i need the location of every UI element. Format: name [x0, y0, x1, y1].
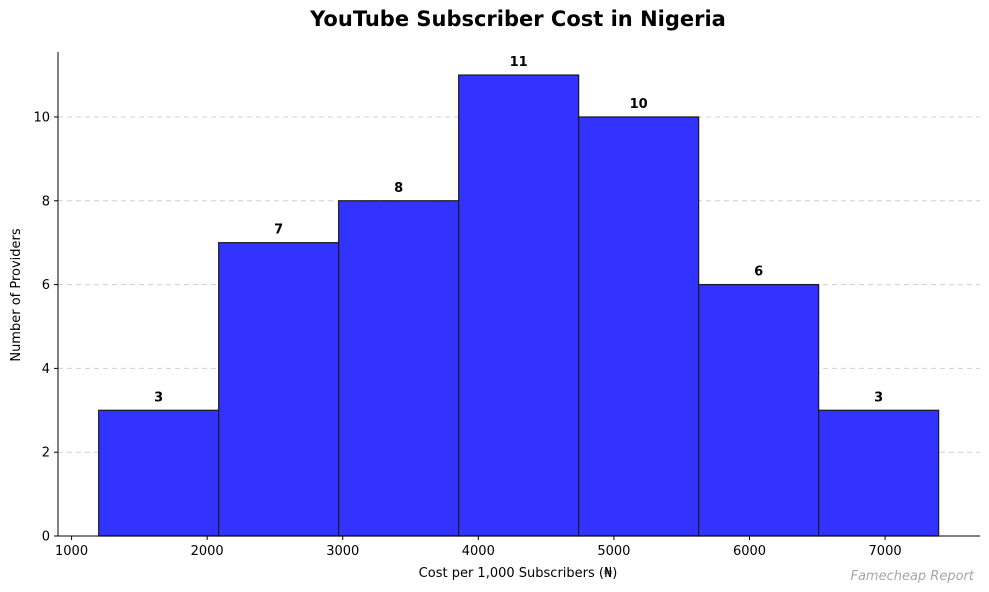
histogram-bar: [698, 283, 820, 537]
bar-value-label: 3: [874, 390, 883, 405]
x-tick-label: 5000: [597, 544, 630, 559]
chart-title: YouTube Subscriber Cost in Nigeria: [309, 7, 726, 31]
x-tick-label: 1000: [55, 544, 88, 559]
axes: [57, 52, 980, 537]
histogram-bar: [818, 409, 940, 537]
x-tick-label: 2000: [191, 544, 224, 559]
y-tick-label: 10: [33, 110, 50, 125]
y-tick-label: 6: [42, 278, 50, 293]
x-tick-label: 3000: [326, 544, 359, 559]
x-axis-ticks: 1000 2000 3000 4000 5000 6000 7000: [55, 536, 902, 559]
histogram-bar: [218, 242, 340, 537]
y-tick-label: 0: [42, 530, 50, 545]
y-axis-label: Number of Providers: [9, 228, 24, 362]
histogram-bar: [578, 116, 700, 537]
x-tick-label: 6000: [733, 544, 766, 559]
x-axis-label: Cost per 1,000 Subscribers (₦): [419, 566, 618, 581]
x-tick-label: 4000: [462, 544, 495, 559]
histogram-bar: [458, 74, 580, 537]
x-tick-label: 7000: [869, 544, 902, 559]
bar-value-label: 8: [394, 181, 403, 196]
y-tick-label: 8: [42, 194, 50, 209]
bar-value-label: 3: [154, 390, 163, 405]
bar-value-label: 6: [754, 265, 763, 280]
bar-value-label: 11: [510, 55, 528, 70]
bars: [98, 74, 940, 537]
y-tick-label: 2: [42, 446, 50, 461]
source-watermark: Famecheap Report: [850, 569, 974, 584]
histogram-bar: [98, 409, 220, 537]
bar-value-label: 7: [274, 223, 283, 238]
bar-value-label: 10: [630, 97, 648, 112]
histogram-bar: [338, 200, 460, 537]
y-axis-ticks: 0 2 4 6 8 10: [33, 110, 58, 545]
y-tick-label: 4: [42, 362, 50, 377]
bar-value-labels: 3 7 8 11 10 6 3: [154, 55, 883, 405]
